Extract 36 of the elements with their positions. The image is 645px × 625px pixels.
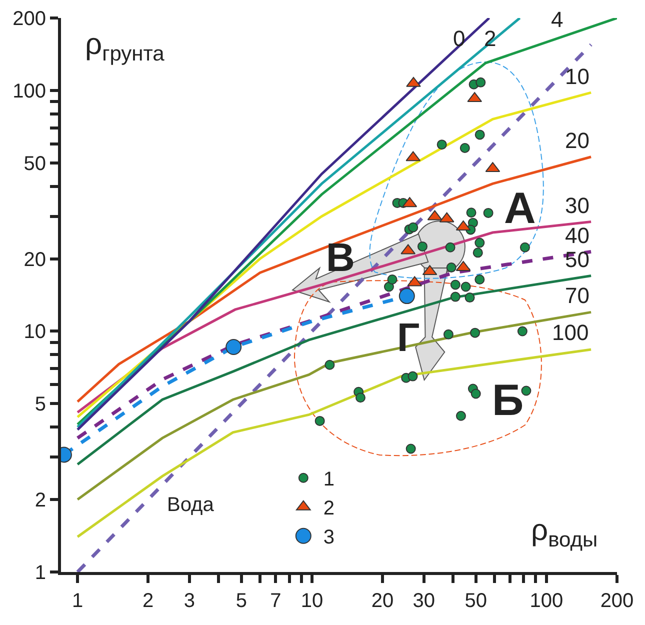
annotation: 70 [565,283,590,308]
y-tick-label: 50 [24,152,46,175]
annotation: 100 [552,320,589,345]
annotation: 30 [565,193,590,218]
annotation: 4 [551,7,564,32]
y-tick-label: 1 [34,562,46,584]
x-tick-label: 200 [600,590,634,612]
x-tick-label: 2 [142,590,154,612]
x-tick-label: 1 [72,590,84,612]
y-axis-title: ρ$_{грунта}$ [85,28,165,66]
x-axis-title: ρ$_{воды}$ [531,514,598,552]
legend-label: 2 [323,498,335,520]
y-tick-label: 20 [24,248,46,271]
annotation: А [504,184,536,233]
legend-label: 3 [323,526,335,549]
annotation: 20 [565,128,590,153]
x-tick-label: 10 [300,590,324,612]
x-tick-label: 50 [464,590,487,612]
y-tick-label: 100 [12,80,46,102]
legend-label: 1 [323,468,335,491]
annotation: 0 [453,26,466,51]
y-tick-label: 2 [34,490,46,512]
annotation: 50 [565,247,590,272]
y-tick-label: 200 [12,8,46,30]
y-tick-label: 10 [24,321,46,344]
x-tick-label: 100 [530,590,564,612]
x-tick-label: 20 [371,590,394,612]
annotation: 40 [565,223,590,248]
annotation: Б [492,376,524,425]
annotation: Вода [167,494,215,516]
x-tick-label: 3 [184,590,195,612]
x-tick-label: 30 [412,590,435,612]
x-tick-label: 5 [236,590,247,612]
x-tick-label: 7 [270,590,282,612]
y-tick-label: 5 [34,394,46,416]
annotation: 10 [565,64,590,89]
